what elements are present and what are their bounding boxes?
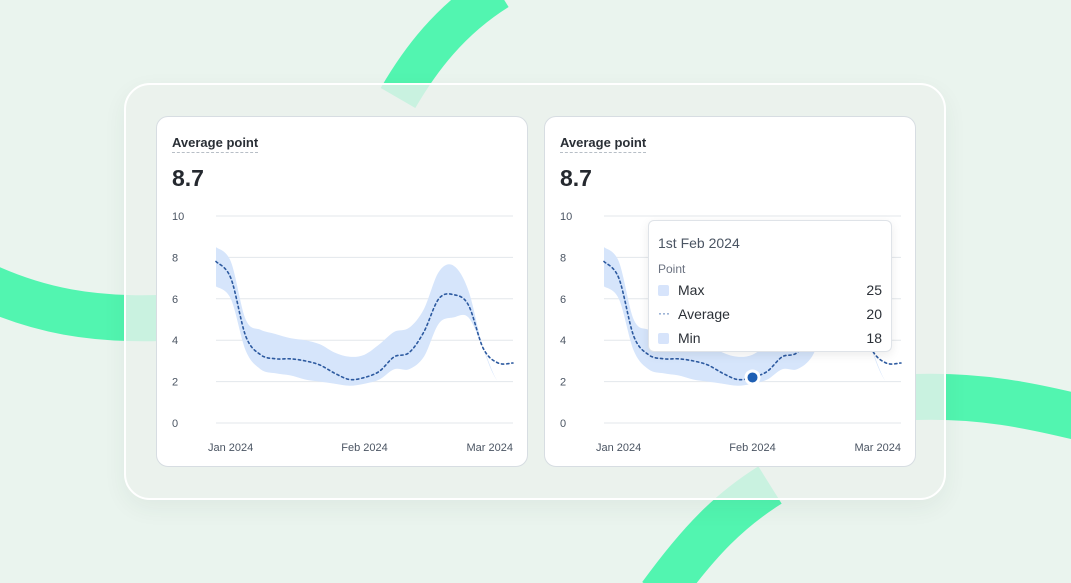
y-tick-label: 0 [172, 418, 178, 430]
min-swatch-icon [658, 333, 669, 344]
tooltip-row-max: Max 25 [658, 282, 882, 300]
x-tick-label: Feb 2024 [341, 442, 387, 454]
x-tick-label: Jan 2024 [596, 442, 641, 454]
x-tick-label: Feb 2024 [729, 442, 775, 454]
card-title[interactable]: Average point [172, 135, 259, 153]
dotted-line-icon: ··· [658, 306, 670, 320]
card-value: 8.7 [560, 165, 592, 191]
y-tick-label: 6 [560, 294, 566, 306]
tooltip-row-name: Average [678, 306, 730, 322]
highlight-point[interactable] [745, 370, 760, 385]
x-tick-label: Jan 2024 [208, 442, 253, 454]
tooltip-row-value: 18 [866, 330, 882, 346]
y-tick-label: 10 [560, 211, 572, 223]
tooltip-row-name: Max [678, 282, 705, 298]
tooltip-row-value: 20 [866, 306, 882, 322]
y-tick-label: 10 [172, 211, 184, 223]
tooltip-row-value: 25 [866, 282, 882, 298]
card-title[interactable]: Average point [560, 135, 647, 153]
average-line [215, 260, 514, 381]
y-tick-label: 2 [172, 377, 178, 389]
card-value: 8.7 [172, 165, 204, 191]
max-swatch-icon [658, 285, 669, 296]
y-tick-label: 2 [560, 377, 566, 389]
y-tick-label: 8 [172, 252, 178, 264]
y-tick-label: 0 [560, 418, 566, 430]
tooltip-group-label: Point [658, 262, 686, 276]
tooltip-row-average: ··· Average 20 [658, 306, 882, 324]
x-tick-label: Mar 2024 [855, 442, 901, 454]
min-max-band [216, 247, 513, 386]
chart-tooltip: 1st Feb 2024 Point Max 25 ··· Average 20… [648, 220, 892, 352]
tooltip-row-min: Min 18 [658, 330, 882, 348]
y-tick-label: 4 [560, 335, 566, 347]
tooltip-date: 1st Feb 2024 [658, 235, 740, 251]
y-tick-label: 8 [560, 252, 566, 264]
y-tick-label: 6 [172, 294, 178, 306]
y-tick-label: 4 [172, 335, 178, 347]
area-chart[interactable]: 0 2 4 6 8 10 Jan 2024 Feb 2024 Mar 2024 [157, 117, 528, 467]
tooltip-row-name: Min [678, 330, 701, 346]
x-tick-label: Mar 2024 [467, 442, 513, 454]
chart-card-left: Average point 8.7 0 2 4 6 8 10 Jan 2024 Feb 202… [156, 116, 528, 467]
chart-card-right: Average point 8.7 0 2 4 6 8 10 Jan 2024 Feb 202… [544, 116, 916, 467]
